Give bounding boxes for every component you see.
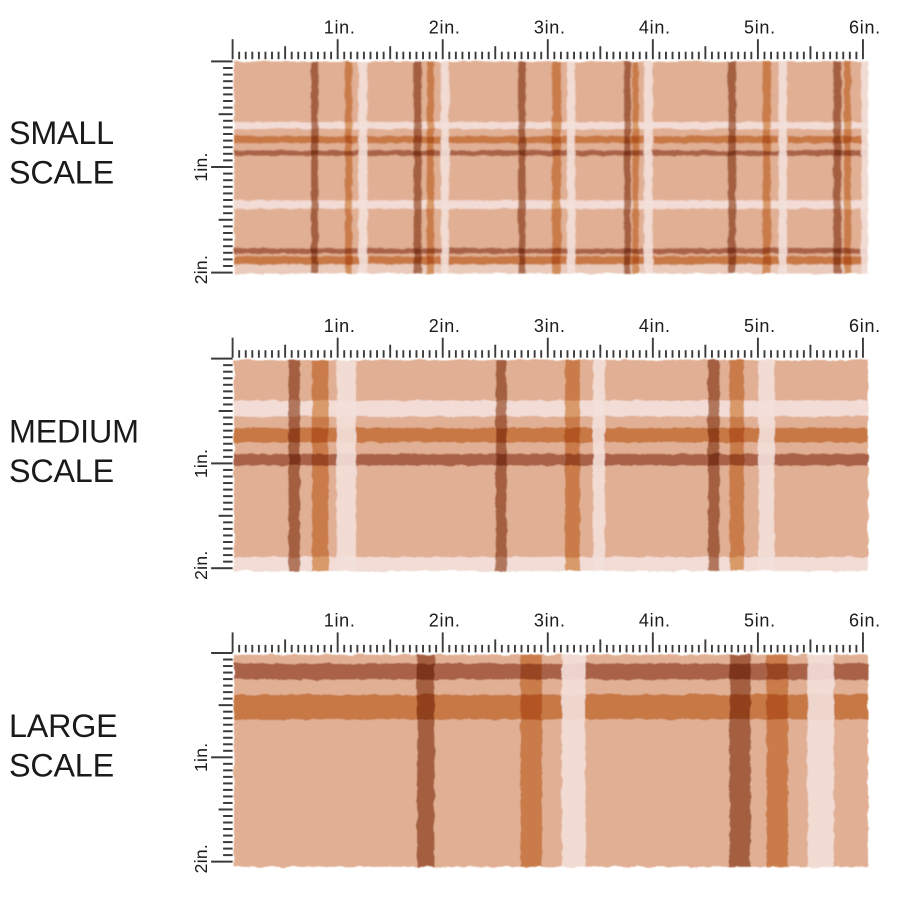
svg-text:1in.: 1in. xyxy=(191,449,211,478)
svg-text:6in.: 6in. xyxy=(849,316,881,336)
svg-text:6in.: 6in. xyxy=(849,18,881,38)
svg-text:3in.: 3in. xyxy=(534,611,566,631)
svg-text:1in.: 1in. xyxy=(191,152,211,181)
svg-text:2in.: 2in. xyxy=(191,844,211,873)
svg-text:4in.: 4in. xyxy=(639,611,671,631)
svg-text:3in.: 3in. xyxy=(534,316,566,336)
svg-text:5in.: 5in. xyxy=(744,316,776,336)
svg-text:2in.: 2in. xyxy=(429,18,461,38)
svg-text:SCALE: SCALE xyxy=(9,154,114,190)
svg-text:2in.: 2in. xyxy=(429,316,461,336)
svg-text:4in.: 4in. xyxy=(639,18,671,38)
svg-text:LARGE: LARGE xyxy=(9,708,118,744)
svg-text:5in.: 5in. xyxy=(744,18,776,38)
svg-text:1in.: 1in. xyxy=(324,611,356,631)
svg-text:1in.: 1in. xyxy=(324,18,356,38)
svg-text:1in.: 1in. xyxy=(324,316,356,336)
svg-text:6in.: 6in. xyxy=(849,611,881,631)
svg-text:3in.: 3in. xyxy=(534,18,566,38)
svg-text:5in.: 5in. xyxy=(744,611,776,631)
svg-text:SCALE: SCALE xyxy=(9,748,114,784)
svg-text:2in.: 2in. xyxy=(429,611,461,631)
svg-text:2in.: 2in. xyxy=(191,255,211,284)
svg-text:SCALE: SCALE xyxy=(9,453,114,489)
svg-text:4in.: 4in. xyxy=(639,316,671,336)
svg-text:MEDIUM: MEDIUM xyxy=(9,413,139,449)
svg-text:SMALL: SMALL xyxy=(9,115,114,151)
svg-text:2in.: 2in. xyxy=(191,550,211,579)
svg-text:1in.: 1in. xyxy=(191,743,211,772)
